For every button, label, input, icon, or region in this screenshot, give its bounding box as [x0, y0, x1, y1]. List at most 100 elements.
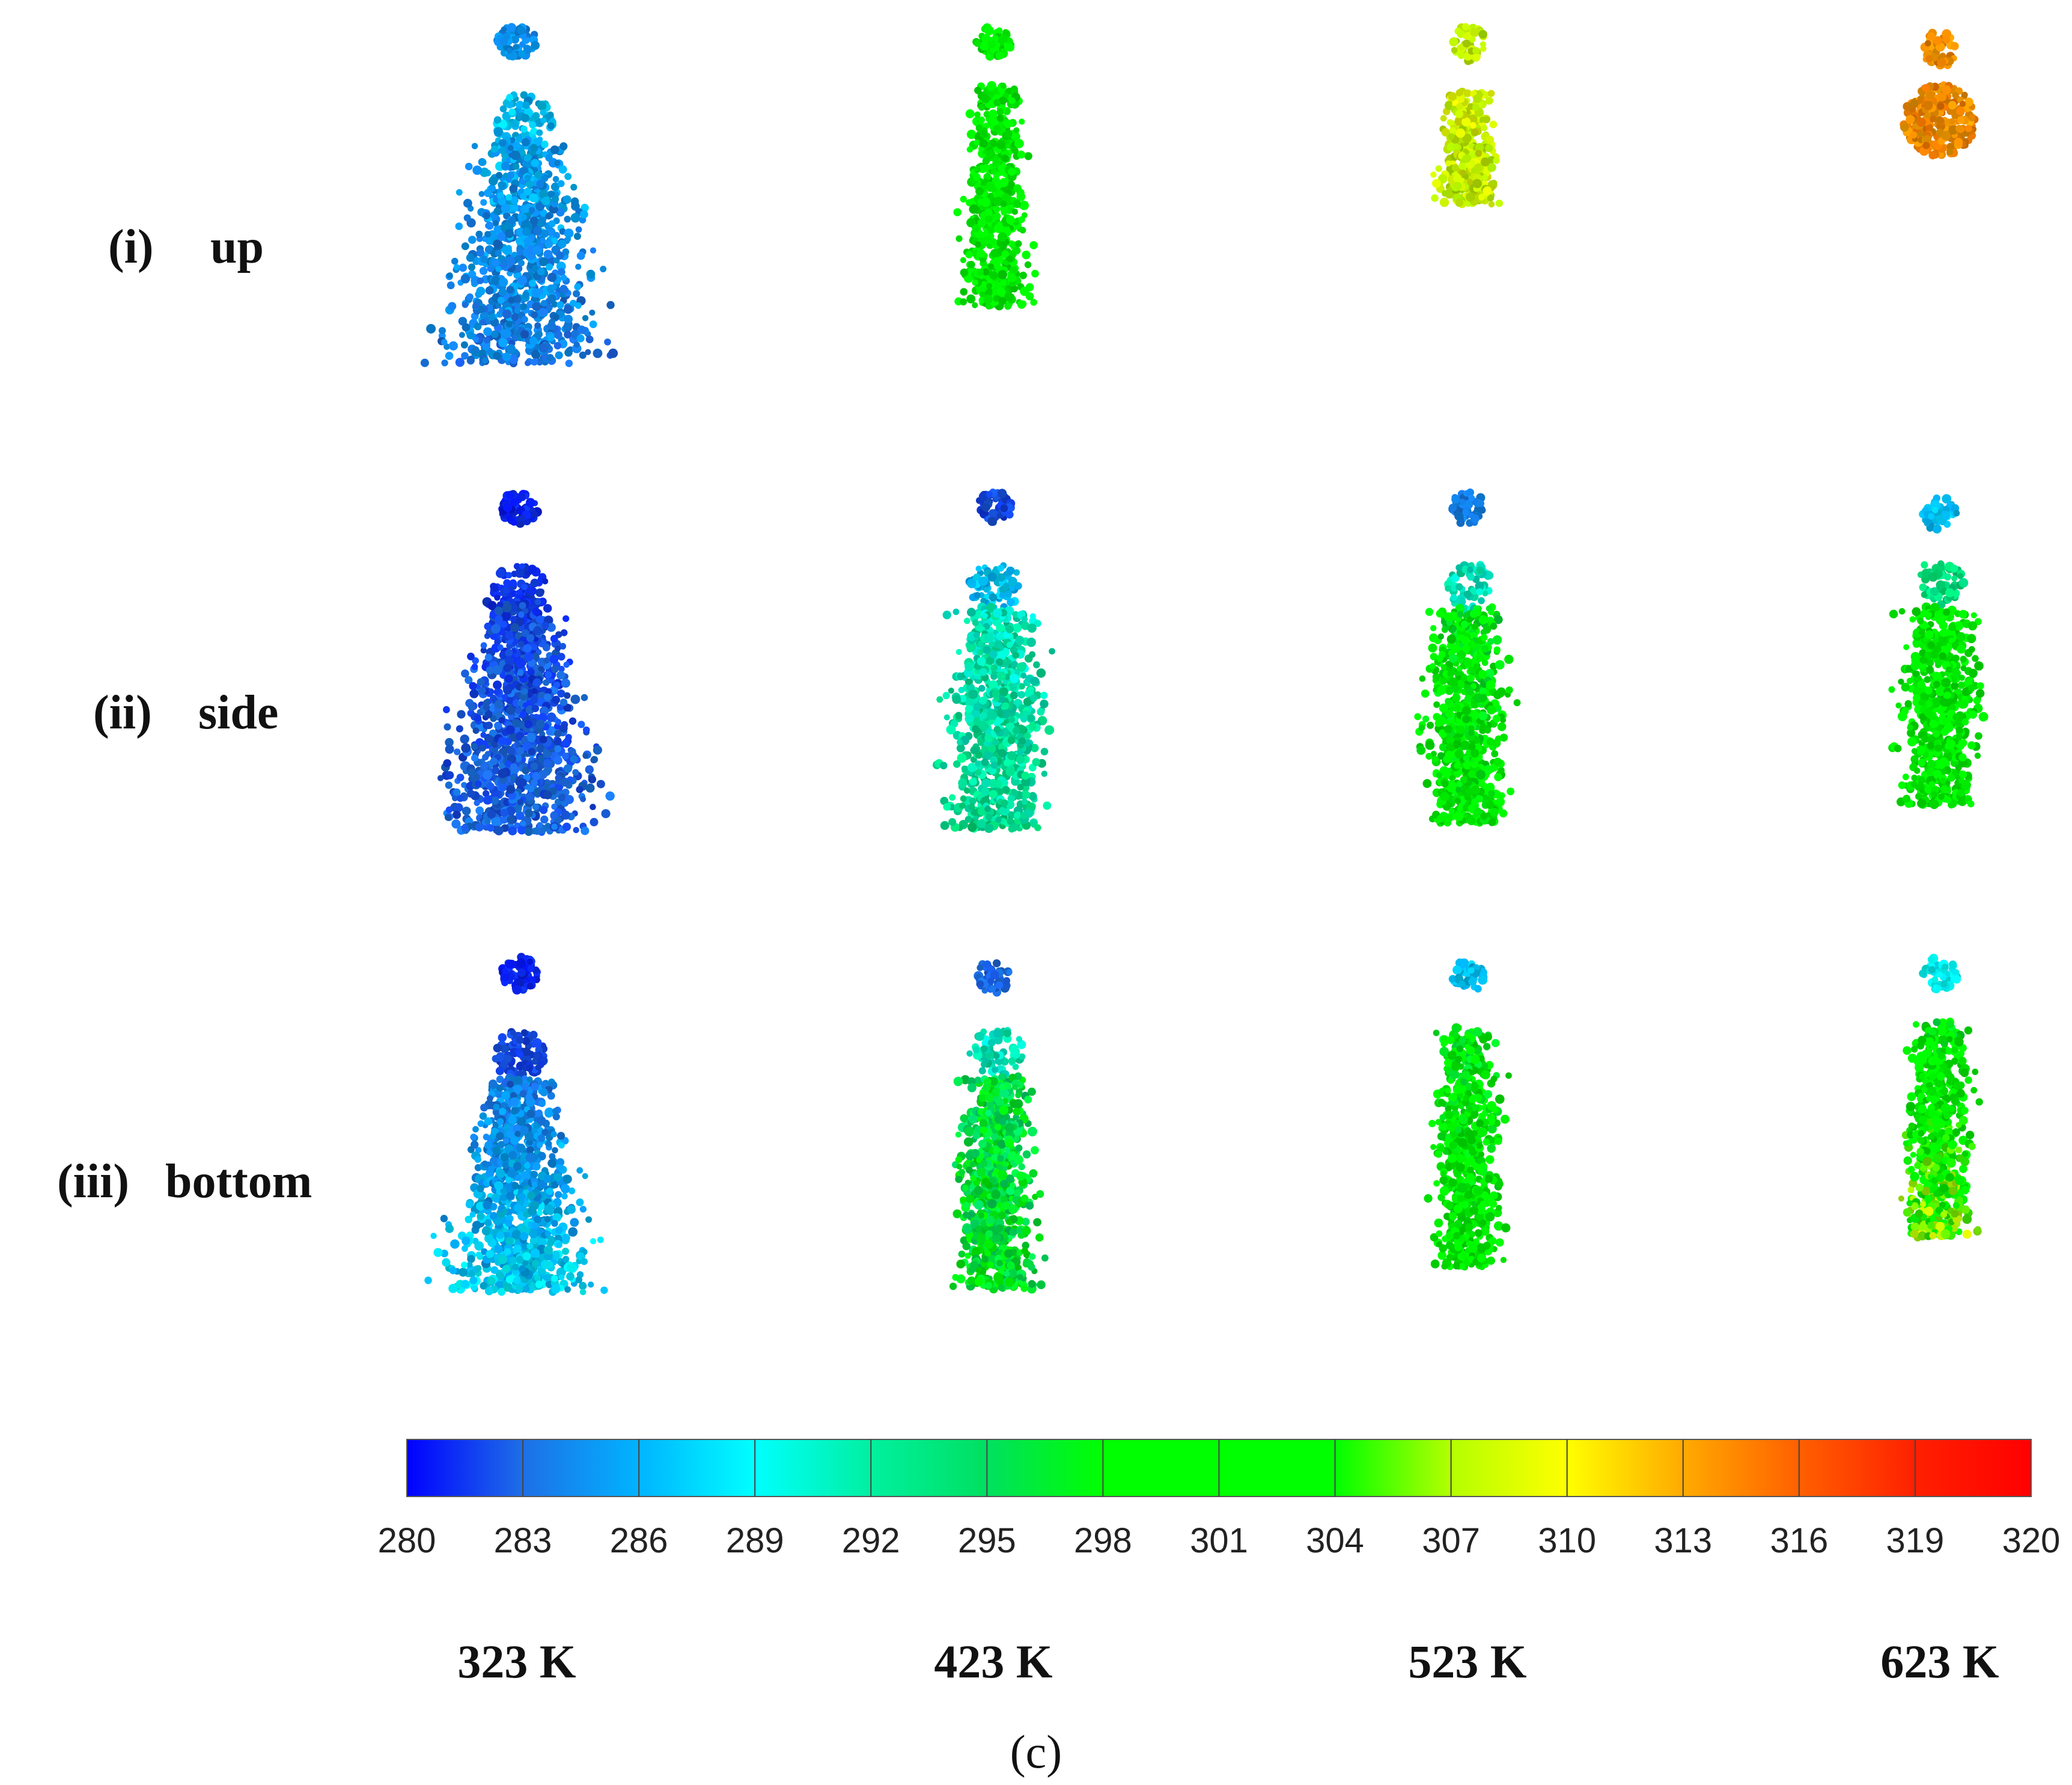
particle — [1950, 41, 1959, 50]
particle — [467, 768, 477, 777]
particle — [601, 809, 611, 819]
particle — [1001, 799, 1008, 807]
particle — [505, 572, 513, 579]
particle — [1004, 302, 1011, 310]
particle — [550, 635, 558, 643]
particle — [466, 254, 475, 262]
particle — [958, 778, 967, 788]
particle — [981, 758, 989, 766]
particle — [559, 142, 568, 150]
particle — [975, 760, 981, 767]
particle — [554, 730, 562, 737]
particle — [979, 697, 987, 705]
particle — [537, 822, 543, 828]
particle — [936, 696, 943, 703]
particle — [1004, 129, 1013, 138]
particle — [465, 162, 473, 171]
particle — [553, 755, 562, 765]
particle — [1448, 92, 1457, 101]
particle — [1022, 251, 1031, 260]
particle — [564, 795, 574, 804]
particle — [1049, 648, 1055, 654]
particle — [499, 147, 506, 154]
particle — [472, 302, 480, 309]
particle — [1019, 272, 1027, 279]
particle — [474, 714, 481, 722]
particle — [469, 689, 479, 698]
particle — [471, 754, 479, 762]
particle — [1017, 691, 1026, 699]
particle — [528, 564, 537, 574]
particle — [517, 275, 528, 285]
particle — [445, 806, 453, 814]
particle — [564, 305, 573, 314]
particle — [520, 193, 527, 200]
particle — [527, 668, 535, 676]
particle — [502, 100, 510, 107]
particle — [1451, 495, 1460, 504]
particle — [477, 277, 484, 284]
particle — [984, 805, 991, 813]
particle — [990, 249, 999, 258]
particle — [987, 710, 998, 720]
particle — [495, 266, 502, 272]
particle — [557, 180, 565, 188]
particle — [538, 755, 545, 762]
particle — [1910, 99, 1919, 108]
particle — [467, 652, 475, 661]
particle — [511, 204, 519, 212]
particle — [531, 688, 538, 694]
particle — [473, 336, 480, 343]
particle — [510, 499, 518, 507]
particle — [443, 706, 450, 713]
particle — [461, 242, 469, 251]
particle — [1030, 299, 1037, 306]
particle — [520, 91, 528, 99]
particle — [1937, 58, 1946, 67]
particle — [510, 615, 517, 622]
particle — [525, 828, 533, 836]
particle — [544, 240, 553, 248]
particle — [488, 184, 496, 192]
particle — [1490, 180, 1498, 187]
particle — [493, 352, 501, 360]
particle — [543, 679, 550, 686]
particle — [1453, 182, 1462, 191]
particle — [483, 212, 490, 219]
particle — [531, 779, 538, 787]
particle — [570, 694, 580, 704]
particle — [516, 100, 525, 109]
particle — [986, 490, 993, 498]
particle — [1941, 130, 1951, 141]
particle — [531, 41, 540, 50]
particle — [502, 309, 512, 319]
particle — [547, 322, 556, 331]
particle — [966, 294, 976, 304]
particle — [575, 263, 582, 270]
particle — [943, 714, 950, 721]
particle — [553, 342, 562, 350]
particle — [493, 127, 504, 136]
particle — [1017, 749, 1024, 757]
particle — [943, 803, 951, 811]
particle — [462, 323, 471, 332]
particle — [535, 615, 544, 624]
particle — [1946, 148, 1954, 156]
particle — [484, 653, 493, 662]
particle — [1019, 118, 1025, 125]
particle — [993, 206, 1001, 213]
particle — [1010, 674, 1019, 683]
particle — [514, 307, 521, 314]
particle — [993, 99, 1001, 106]
particle — [1955, 124, 1963, 133]
particle — [987, 81, 996, 91]
particle — [519, 150, 525, 156]
particle — [1937, 102, 1945, 110]
particle — [1485, 144, 1493, 153]
particle — [1480, 45, 1487, 52]
particle — [955, 712, 963, 719]
particle — [1024, 152, 1032, 160]
particle — [508, 826, 517, 835]
particle — [972, 279, 979, 286]
particle — [978, 576, 988, 587]
